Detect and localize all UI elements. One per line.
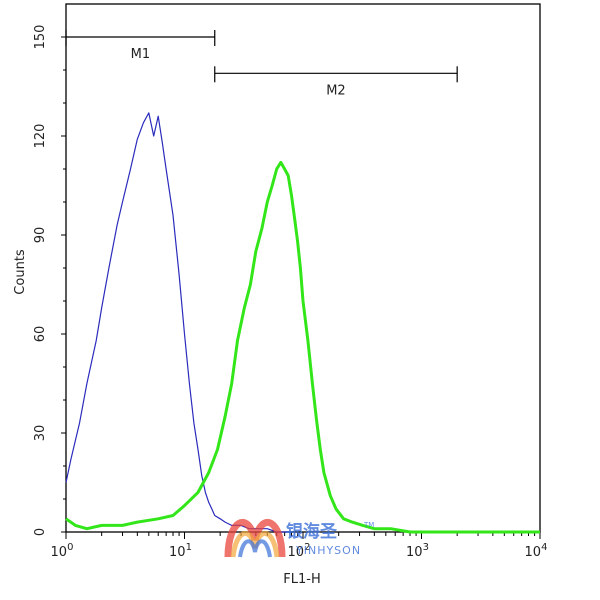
brand-logo-icon	[224, 518, 286, 558]
brand-name-english: YINHYSON	[295, 544, 361, 557]
y-tick-label: 30	[33, 425, 48, 442]
x-tick-label: 102	[288, 542, 311, 560]
y-axis-title-group: Counts	[13, 249, 28, 295]
x-tick-label: 104	[525, 542, 548, 560]
marker-gate-label: M1	[131, 47, 151, 62]
plot-frame	[65, 3, 541, 533]
y-tick-label: 0	[33, 528, 48, 536]
brand-trademark: TM	[363, 521, 374, 529]
brand-name-chinese: 银海圣	[286, 521, 338, 542]
y-axis-title: Counts	[13, 249, 28, 295]
brand-watermark: 银海圣 YINHYSON TM	[224, 518, 374, 558]
x-axis-title: FL1-H	[283, 572, 320, 587]
y-tick-label: 120	[33, 124, 48, 149]
y-tick-label: 60	[33, 326, 48, 343]
histogram-series-1	[65, 112, 292, 533]
x-tick-label: 101	[169, 542, 192, 560]
histogram-series-2	[65, 160, 540, 534]
marker-gate-label: M2	[326, 83, 346, 98]
y-tick-label: 150	[33, 25, 48, 50]
y-tick-label: 90	[33, 227, 48, 244]
x-tick-label: 100	[51, 542, 74, 560]
plot-marks: 0 30 60 90 120 150 100 101 102 103 104 M1 M2	[33, 3, 548, 560]
x-tick-label: 103	[406, 542, 429, 560]
